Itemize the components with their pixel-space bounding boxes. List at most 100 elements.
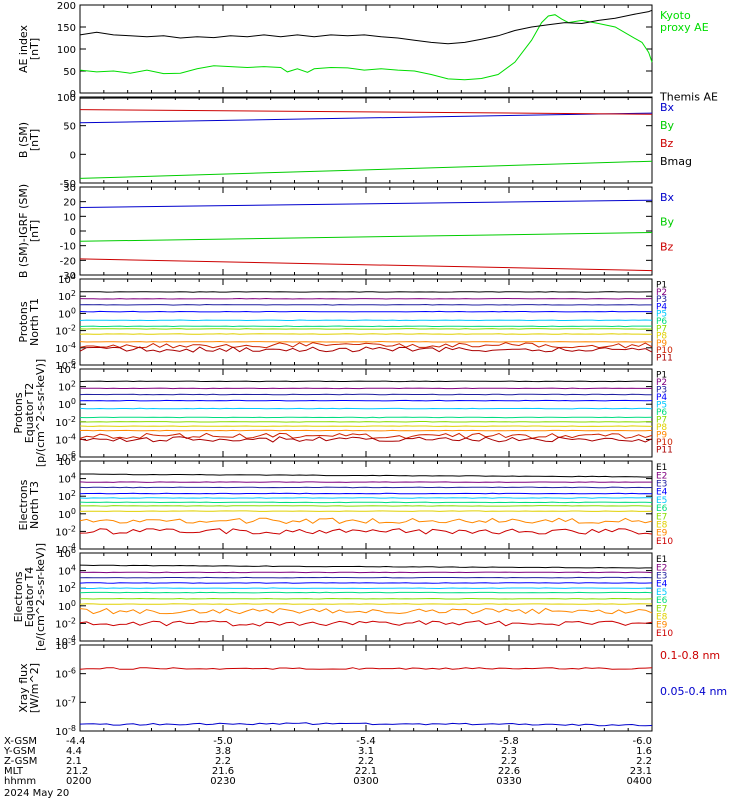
footer-mlt-value: 21.2	[66, 766, 88, 777]
bsm-ytick-label: 100	[57, 93, 76, 104]
bsm-legend-bz: Bz	[660, 137, 674, 150]
footer-ygsm-value: 2.3	[501, 746, 517, 757]
bsm-igrf-ytick-label: -10	[60, 242, 76, 253]
electrons-t4-ytick-label: 100	[58, 599, 76, 613]
ae-ytick-label: 150	[57, 23, 76, 34]
protons-t2-legend-p3: P3	[656, 386, 667, 396]
bsm-igrf-ytick-label: 0	[70, 227, 76, 238]
xray-ytick-label: 10-8	[55, 724, 76, 738]
electrons-t4-series-e9	[79, 607, 653, 615]
xray-series-0-05-0-4-nm	[79, 722, 653, 727]
protons-t1-series-p3	[79, 303, 652, 306]
bsm-igrf-frame	[79, 186, 653, 276]
protons-t2-ylabel: Protons	[12, 392, 25, 433]
electrons-t3-legend-e4: E4	[656, 488, 668, 498]
protons-t2-legend-p4: P4	[656, 393, 667, 403]
bsm-igrf-series-by	[79, 232, 653, 242]
electrons-t3-ytick-label: 10-4	[55, 542, 76, 556]
protons-t1-series-p10	[79, 342, 653, 349]
protons-t1-legend-p10: P10	[656, 346, 673, 356]
xray-frame	[79, 644, 653, 732]
protons-t2-legend-p1: P1	[656, 371, 667, 381]
protons-t1-series-p5	[79, 319, 653, 322]
ae-legend-kyoto-proxy-ae: Kyoto	[660, 9, 691, 22]
protons-t1-series-p2	[79, 297, 653, 300]
xray-ytick-label: 10-5	[55, 638, 76, 652]
protons-t1-series-p6	[79, 325, 652, 328]
xray-series-0-1-0-8-nm	[79, 667, 653, 670]
bsm-legend-by: By	[660, 119, 675, 132]
footer-xgsm-value: -4.4	[66, 736, 86, 747]
electrons-t4-ytick-label: 104	[58, 564, 76, 578]
electrons-t4-series-e1	[79, 564, 652, 569]
footer-mlt-value: 22.6	[498, 766, 520, 777]
electrons-t3-ytick-label: 100	[58, 507, 76, 521]
electrons-t3-series-e6	[79, 501, 653, 504]
bsm-igrf-legend-by: By	[660, 216, 675, 229]
bsm-igrf-ytick-label: 20	[63, 198, 76, 209]
electrons-t3-legend-e9: E9	[656, 529, 668, 539]
protons-t2-ytick-label: 102	[58, 380, 76, 394]
xray-ylabel: [W/m^2]	[28, 663, 41, 713]
bsm-igrf-legend-bz: Bz	[660, 240, 674, 253]
protons-t2-series-p9	[79, 429, 653, 432]
protons-t1-ytick-label: 10-2	[55, 324, 76, 338]
protons-t1-legend-p11: P11	[656, 353, 673, 363]
protons-t2-series-p5	[79, 407, 653, 410]
footer-row-label-hhmm: hhmm	[4, 776, 36, 787]
ae-ytick-label: 100	[57, 45, 76, 56]
electrons-t4-legend-e7: E7	[656, 604, 667, 614]
electrons-t3-series-e1	[80, 473, 653, 478]
electrons-t3-legend-e5: E5	[656, 496, 667, 506]
protons-t2-legend-p2: P2	[656, 378, 667, 388]
footer-mlt-value: 23.1	[630, 766, 652, 777]
protons-t1-legend-p7: P7	[656, 324, 667, 334]
ae-ytick-label: 50	[63, 67, 76, 78]
protons-t2-series-p2	[79, 387, 653, 390]
footer-row-label-zgsm: Z-GSM	[4, 756, 37, 767]
protons-t1-legend-p5: P5	[656, 310, 667, 320]
ae-series-themis-ae	[79, 9, 653, 45]
bsm-igrf-ytick-label: 30	[63, 183, 76, 194]
electrons-t3-ytick-label: 10-2	[55, 524, 76, 538]
footer-hhmm-value: 0300	[353, 776, 378, 787]
electrons-t4-series-e6	[79, 591, 653, 594]
footer-ygsm-value: 4.4	[66, 746, 82, 757]
protons-t1-legend-p2: P2	[656, 288, 667, 298]
footer-row-label-xgsm: X-GSM	[4, 736, 37, 747]
electrons-t3-legend-e3: E3	[656, 480, 667, 490]
electrons-t4-legend-e10: E10	[656, 629, 673, 639]
ae-ylabel: [nT]	[28, 38, 41, 60]
footer-xgsm-value: -5.4	[356, 736, 376, 747]
footer-zgsm-value: 2.2	[215, 756, 231, 767]
protons-t1-series-p4	[79, 310, 653, 313]
footer-xgsm-value: -5.8	[499, 736, 519, 747]
electrons-t3-ylabel: North T3	[28, 481, 41, 529]
protons-t1-legend-p3: P3	[656, 295, 667, 305]
electrons-t3-series-e8	[79, 510, 653, 512]
electrons-t4-series-e3	[79, 576, 653, 579]
electrons-t3-legend-e6: E6	[656, 504, 668, 514]
protons-t2-ytick-label: 10-6	[55, 450, 76, 464]
ae-frame	[79, 4, 653, 94]
bsm-series-bmag	[79, 97, 653, 99]
electrons-t4-legend-e4: E4	[656, 580, 668, 590]
protons-t2-frame	[79, 368, 653, 458]
xray-ytick-label: 10-6	[55, 667, 76, 681]
bsm-igrf-ytick-label: 10	[63, 212, 76, 223]
protons-t1-series-p9	[79, 340, 652, 343]
protons-t2-ylabel: [p/(cm^2-s-sr-keV)]	[34, 359, 47, 467]
protons-t1-legend-p8: P8	[656, 332, 667, 342]
electrons-t3-series-e7	[80, 505, 653, 507]
xray-ytick-label: 10-7	[55, 695, 76, 709]
protons-t2-legend-p10: P10	[656, 438, 673, 448]
footer-hhmm-value: 0200	[66, 776, 91, 787]
protons-t2-series-p11	[79, 436, 653, 443]
electrons-t3-ylabel: Electrons	[17, 479, 30, 530]
electrons-t3-ytick-label: 106	[58, 454, 76, 468]
footer-row-label-mlt: MLT	[4, 766, 24, 777]
footer-hhmm-value: 0230	[210, 776, 235, 787]
bsm-igrf-series-bx	[79, 199, 653, 208]
electrons-t4-series-e7	[80, 597, 653, 600]
bsm-igrf-ytick-label: -30	[60, 271, 76, 282]
